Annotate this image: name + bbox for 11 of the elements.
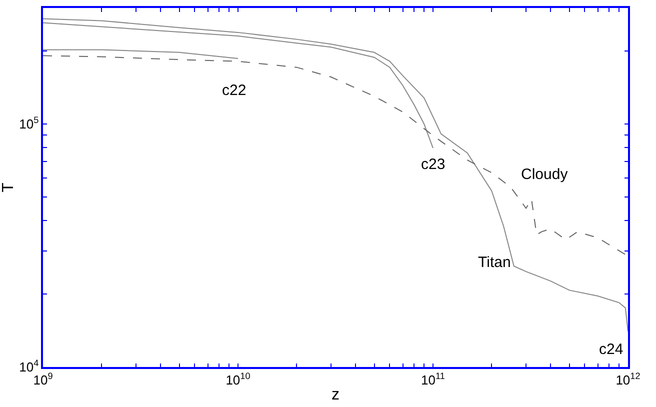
y-axis-title: T [0, 182, 17, 192]
y-tick-label: 10$^{5}$ [19, 115, 39, 132]
x-axis-title: z [332, 386, 340, 404]
annotation: c24 [599, 341, 624, 358]
annotation: Cloudy [521, 166, 568, 183]
x-tick-label: 10$^{12}$ [616, 370, 640, 388]
annotation: c23 [421, 156, 446, 173]
x-tick-label: 10$^{10}$ [226, 370, 250, 388]
annotation: c22 [222, 82, 246, 99]
x-tick-label: 10$^{11}$ [421, 370, 445, 388]
annotation: Titan [478, 254, 511, 271]
